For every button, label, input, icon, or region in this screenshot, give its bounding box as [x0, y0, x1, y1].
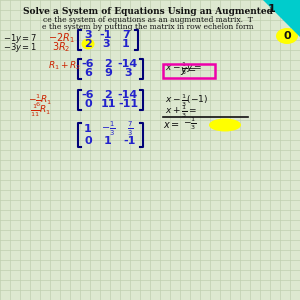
Text: $y =$: $y =$	[181, 65, 197, 77]
Text: -6: -6	[82, 90, 94, 100]
Text: 1: 1	[122, 39, 130, 49]
Text: $-1y = 7$: $-1y = 7$	[3, 32, 37, 45]
Ellipse shape	[209, 118, 241, 131]
Text: -1: -1	[100, 30, 112, 40]
Text: 2: 2	[104, 59, 112, 69]
Text: 3: 3	[102, 39, 110, 49]
Text: -6: -6	[82, 59, 94, 69]
Text: 2: 2	[104, 90, 112, 100]
Text: 9: 9	[104, 68, 112, 78]
Text: 1: 1	[84, 124, 92, 134]
Text: 3: 3	[84, 30, 92, 40]
Text: Solve a System of Equations Using an Augmented: Solve a System of Equations Using an Aug…	[23, 7, 273, 16]
Text: -11: -11	[118, 99, 138, 109]
Text: 0: 0	[84, 136, 92, 146]
Text: 0: 0	[84, 99, 92, 109]
Text: $x =$: $x =$	[163, 120, 180, 130]
Text: $R_1+R_2$: $R_1+R_2$	[48, 60, 81, 73]
Text: ce the system of equations as an augmented matrix.  T: ce the system of equations as an augment…	[43, 16, 253, 24]
Text: $x - \frac{1}{3}y =$: $x - \frac{1}{3}y =$	[165, 60, 202, 76]
Text: 1: 1	[268, 4, 276, 14]
Text: e the system by putting the matrix in row echelon form: e the system by putting the matrix in ro…	[42, 23, 254, 31]
Polygon shape	[263, 0, 300, 37]
Text: 1: 1	[104, 136, 112, 146]
Text: 11: 11	[100, 99, 116, 109]
Text: 0: 0	[283, 31, 291, 41]
Text: 2: 2	[84, 39, 92, 49]
Text: $-2R_1$: $-2R_1$	[48, 31, 75, 45]
Text: $3R_2$: $3R_2$	[52, 40, 70, 54]
Text: $-\frac{1}{3}$: $-\frac{1}{3}$	[183, 115, 196, 132]
Text: 3: 3	[124, 68, 132, 78]
Text: -1: -1	[124, 136, 136, 146]
Text: 7: 7	[122, 30, 130, 40]
Text: -14: -14	[118, 59, 138, 69]
Text: $- 3y = 1$: $- 3y = 1$	[3, 41, 37, 54]
Text: -14: -14	[118, 90, 138, 100]
Text: $\frac{7}{3}$: $\frac{7}{3}$	[127, 120, 133, 138]
Text: $\frac{1}{11}R_1$: $\frac{1}{11}R_1$	[30, 102, 51, 119]
Text: 6: 6	[84, 68, 92, 78]
Ellipse shape	[276, 28, 298, 44]
Text: $-\frac{1}{6}R_1$: $-\frac{1}{6}R_1$	[28, 92, 52, 109]
Ellipse shape	[82, 38, 94, 50]
Text: $x - \frac{1}{3}(-1)$: $x - \frac{1}{3}(-1)$	[165, 92, 208, 109]
Text: $x + \frac{1}{3} =$: $x + \frac{1}{3} =$	[165, 103, 197, 120]
Text: $-\frac{1}{3}$: $-\frac{1}{3}$	[101, 120, 115, 138]
